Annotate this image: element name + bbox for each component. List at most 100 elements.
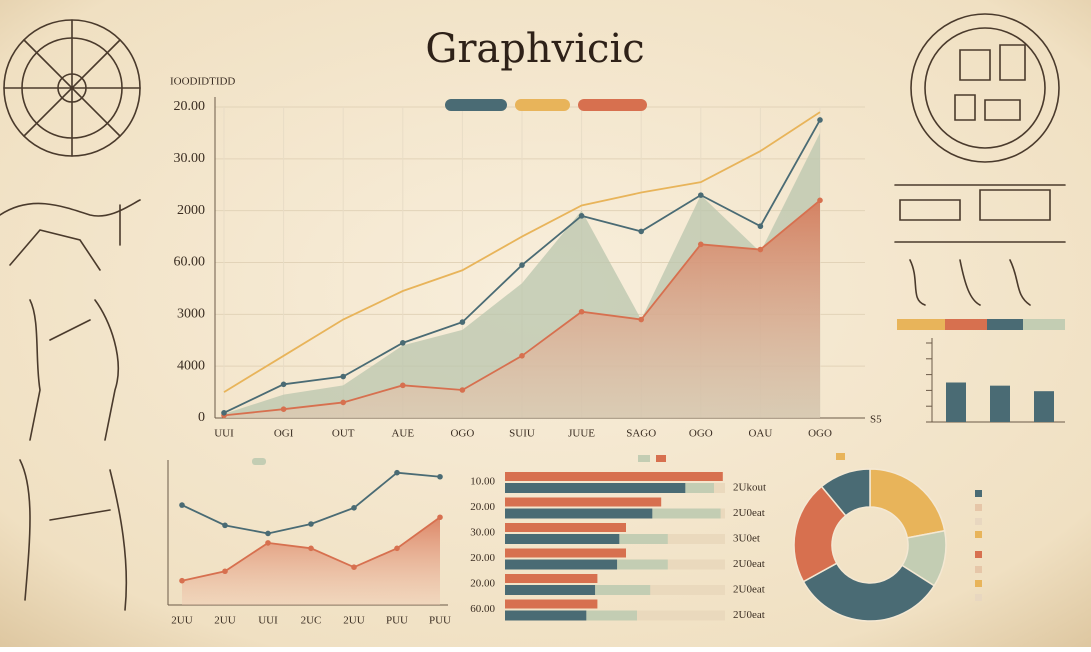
chart-title: Graphvicic [425, 26, 644, 72]
bar [505, 497, 662, 507]
x-tick-label: OGO [689, 428, 713, 440]
y-tick-label: 4000 [177, 358, 205, 373]
bar [619, 534, 668, 544]
bar [617, 559, 668, 570]
point [221, 410, 227, 416]
bar [505, 508, 653, 519]
y-tick-label: 3000 [177, 307, 205, 322]
bar [1034, 391, 1054, 422]
point [459, 387, 466, 393]
x-tick-label: UUI [214, 428, 234, 440]
point [394, 545, 400, 552]
area [224, 200, 820, 418]
x-tick-label: 2UU [343, 615, 364, 627]
pie-slice [820, 468, 871, 517]
point [394, 469, 400, 476]
area [182, 517, 440, 605]
x-tick-label: OUT [332, 428, 355, 440]
point [308, 545, 314, 552]
point [757, 246, 764, 253]
point [340, 373, 347, 380]
x-tick-label: 2UU [214, 615, 235, 627]
x-tick-label: PUU [429, 615, 451, 627]
bar [652, 508, 721, 519]
x-tick-label: OGO [808, 428, 832, 440]
point [757, 223, 764, 230]
point [222, 522, 228, 529]
y-tick-label: 60.00 [470, 603, 495, 615]
x-tick-label: JUUE [568, 428, 595, 440]
point [280, 406, 287, 412]
point [698, 192, 704, 198]
x-tick-label: 2UC [301, 615, 322, 627]
point [578, 213, 585, 219]
y-tick-label: 20.00 [470, 501, 495, 513]
point [578, 308, 585, 315]
point [179, 577, 185, 584]
x-tick-label: SUIU [509, 428, 535, 440]
point [519, 262, 525, 268]
y-tick-label: 0 [198, 410, 205, 425]
x-tick-label: PUU [386, 615, 408, 627]
bar [505, 548, 626, 558]
decoration [0, 13, 1066, 611]
x-tick-label: OGI [274, 428, 294, 440]
bar-label: 3U0et [733, 533, 760, 545]
bar-label: 2U0eat [733, 584, 765, 596]
y-tick-label: 60.00 [174, 255, 206, 270]
x-tick-label: UUI [258, 615, 278, 627]
bar [505, 483, 686, 493]
point [265, 530, 271, 537]
pie-slice [802, 562, 936, 622]
y-tick-label: 20.00 [470, 552, 495, 564]
bar [946, 382, 966, 422]
x-tick-label: OGO [450, 428, 474, 440]
bar [505, 585, 596, 595]
line [223, 111, 821, 393]
x-tick-label: SAGO [626, 428, 656, 440]
bar [505, 599, 598, 609]
point [638, 316, 644, 323]
point [519, 353, 525, 359]
point [459, 319, 466, 325]
y-tick-label: 30.00 [470, 527, 495, 539]
point [817, 197, 823, 204]
point [265, 540, 271, 546]
y-tick-label: 20.00 [470, 578, 495, 590]
x-tick-label: AUE [391, 428, 414, 440]
legend-swatch [836, 453, 845, 460]
point [340, 399, 347, 406]
bar-label: 2U0eat [733, 558, 765, 570]
bar [685, 483, 714, 493]
point [222, 568, 228, 575]
bar [505, 472, 723, 481]
x-tick-label: OAU [748, 428, 772, 440]
legend-swatch [445, 99, 507, 111]
point [437, 473, 443, 480]
point [817, 117, 823, 123]
point [351, 505, 357, 511]
bar [505, 559, 618, 570]
point [308, 521, 314, 527]
y-tick-label: 2000 [177, 203, 205, 218]
bar [505, 610, 587, 621]
x-tick-label: 2UU [171, 615, 192, 627]
point [437, 514, 443, 521]
y-tick-label: 10.00 [470, 476, 495, 488]
bar-label: 2U0eat [733, 609, 765, 621]
bar-label: 2U0eat [733, 507, 765, 519]
legend-swatch [515, 99, 570, 111]
point [400, 382, 406, 389]
bar-label: 2Ukout [733, 482, 766, 494]
legend-swatch [656, 455, 666, 462]
bar [586, 610, 637, 621]
bar [505, 523, 626, 532]
point [698, 241, 704, 248]
legend-swatch [252, 458, 266, 465]
legend-swatch [578, 99, 647, 111]
y-axis-label: IOODIDTIDD [170, 76, 235, 88]
bar [505, 574, 598, 583]
y-tick-label: 30.00 [174, 151, 206, 166]
